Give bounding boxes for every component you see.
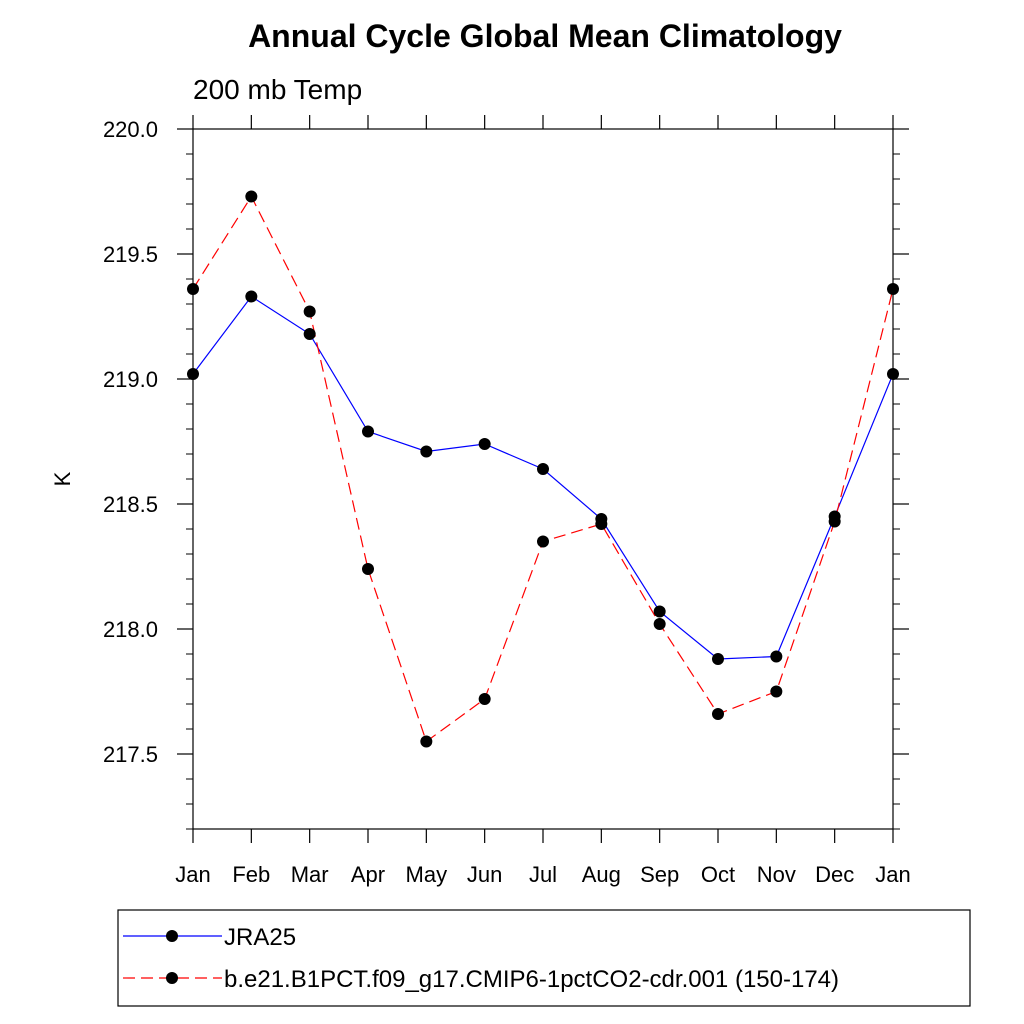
y-tick-label: 218.5: [103, 492, 158, 517]
ticks-layer: Jan Feb Mar Apr May Jun Jul Aug Sep Oct Nov Dec Jan 2…: [103, 115, 911, 887]
data-point-series-2: [420, 735, 433, 748]
legend-label: b.e21.B1PCT.f09_g17.CMIP6-1pctCO2-cdr.00…: [224, 966, 839, 993]
data-point-series-2: [595, 518, 608, 530]
data-point-series-1: [362, 425, 374, 438]
x-tick-label: Jul: [529, 862, 557, 887]
x-tick-label: Aug: [582, 862, 621, 887]
x-tick-label: Sep: [640, 862, 679, 887]
x-tick-label: Feb: [232, 862, 270, 887]
data-point-series-2: [828, 515, 841, 528]
data-point-series-2: [887, 283, 899, 295]
data-point-series-1: [187, 368, 199, 380]
x-tick-label: Mar: [291, 862, 329, 887]
x-tick-label: Nov: [757, 862, 796, 887]
y-tick-label: 217.5: [103, 742, 158, 767]
legend-marker: [166, 930, 178, 942]
data-point-series-1: [537, 463, 549, 475]
data-point-series-2: [537, 535, 549, 548]
legend-box: [117, 909, 971, 1007]
data-point-series-1: [712, 653, 724, 665]
x-tick-label: Oct: [701, 862, 735, 887]
data-point-series-2: [362, 563, 374, 575]
data-point-series-1: [245, 290, 258, 303]
data-point-series-1: [303, 328, 316, 340]
data-point-series-1: [887, 368, 899, 380]
data-point-series-1: [653, 605, 666, 618]
x-tick-label: Jan: [175, 862, 210, 887]
chart-subtitle: 200 mb Temp: [193, 74, 362, 105]
data-point-series-1: [420, 445, 433, 458]
data-point-series-2: [187, 283, 199, 295]
data-point-series-2: [303, 305, 316, 318]
series-layer: [187, 190, 899, 748]
data-point-series-2: [712, 708, 724, 720]
legend-marker: [166, 972, 178, 984]
series-line-1: [192, 295, 894, 660]
x-tick-label: Apr: [351, 862, 385, 887]
data-point-series-2: [653, 618, 666, 630]
y-tick-label: 219.5: [103, 242, 158, 267]
y-tick-label: 220.0: [103, 117, 158, 142]
x-tick-label: Jun: [467, 862, 502, 887]
data-point-series-1: [770, 650, 783, 663]
y-axis-label: K: [50, 471, 75, 486]
legend: JRA25 b.e21.B1PCT.f09_g17.CMIP6-1pctCO2-c…: [123, 924, 839, 993]
y-tick-label: 219.0: [103, 367, 158, 392]
x-tick-label: Jan: [875, 862, 910, 887]
plot-frame: [192, 128, 894, 830]
data-point-series-2: [770, 685, 783, 698]
data-point-series-1: [478, 438, 491, 450]
legend-label: JRA25: [224, 924, 296, 951]
x-tick-label: May: [406, 862, 448, 887]
x-tick-label: Dec: [815, 862, 854, 887]
data-point-series-2: [478, 693, 491, 705]
data-point-series-2: [245, 190, 258, 203]
y-tick-label: 218.0: [103, 617, 158, 642]
chart-title: Annual Cycle Global Mean Climatology: [248, 18, 842, 54]
